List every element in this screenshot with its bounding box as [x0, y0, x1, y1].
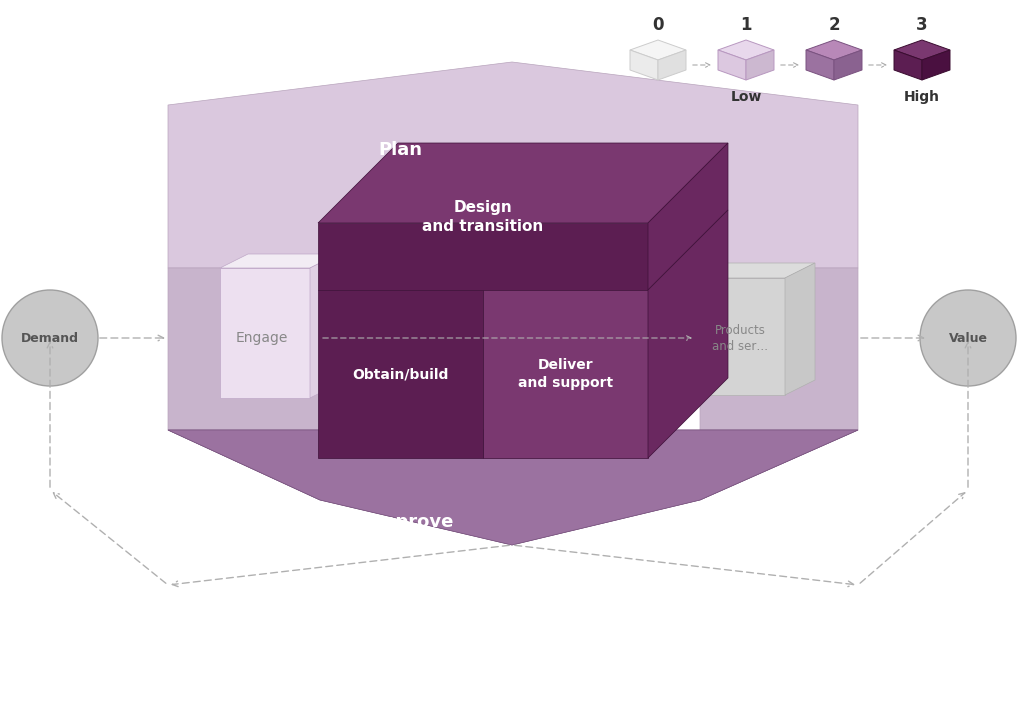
Polygon shape	[310, 254, 338, 398]
Text: 3: 3	[916, 16, 928, 34]
Polygon shape	[718, 50, 746, 80]
Polygon shape	[318, 143, 728, 223]
Polygon shape	[806, 50, 834, 80]
Polygon shape	[168, 62, 858, 268]
Polygon shape	[630, 50, 658, 80]
Polygon shape	[834, 50, 862, 80]
Text: Obtain/build: Obtain/build	[352, 367, 449, 381]
Polygon shape	[922, 50, 950, 80]
Text: Deliver
and support: Deliver and support	[518, 359, 613, 390]
Polygon shape	[220, 268, 310, 398]
Text: Engage: Engage	[236, 331, 288, 345]
Text: 2: 2	[828, 16, 840, 34]
Text: Improve: Improve	[371, 513, 454, 531]
Polygon shape	[220, 254, 338, 268]
Polygon shape	[648, 143, 728, 290]
Polygon shape	[168, 430, 858, 545]
Polygon shape	[695, 278, 785, 395]
Text: Products
and ser…: Products and ser…	[712, 323, 768, 352]
Polygon shape	[648, 210, 728, 458]
Polygon shape	[318, 290, 483, 458]
Polygon shape	[785, 263, 815, 395]
Polygon shape	[746, 50, 774, 80]
Polygon shape	[718, 40, 774, 60]
Text: Demand: Demand	[22, 332, 79, 345]
Circle shape	[920, 290, 1016, 386]
Polygon shape	[483, 290, 648, 458]
Polygon shape	[168, 430, 858, 545]
Text: Low: Low	[730, 90, 762, 104]
Circle shape	[2, 290, 98, 386]
Text: Design
and transition: Design and transition	[422, 201, 544, 234]
Text: Value: Value	[948, 332, 987, 345]
Text: 0: 0	[652, 16, 664, 34]
Polygon shape	[894, 50, 922, 80]
Text: High: High	[904, 90, 940, 104]
Text: Plan: Plan	[378, 141, 422, 159]
Polygon shape	[806, 40, 862, 60]
Polygon shape	[168, 268, 319, 500]
Polygon shape	[700, 268, 858, 500]
Polygon shape	[318, 223, 648, 290]
Polygon shape	[894, 40, 950, 60]
Polygon shape	[630, 40, 686, 60]
Polygon shape	[695, 263, 815, 278]
Polygon shape	[658, 50, 686, 80]
Text: 1: 1	[740, 16, 752, 34]
